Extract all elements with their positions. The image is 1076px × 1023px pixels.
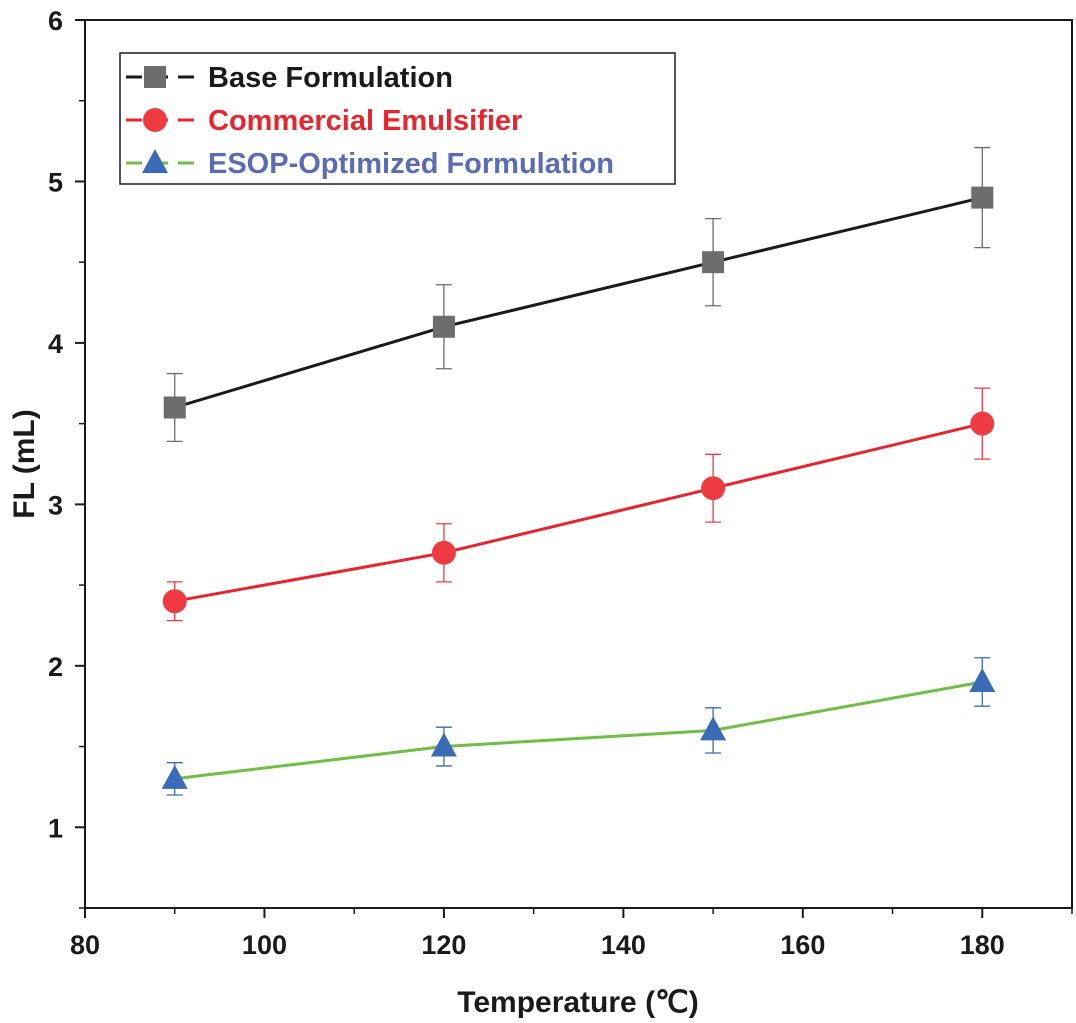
series-1 — [162, 387, 995, 622]
x-tick-label: 80 — [70, 930, 100, 960]
y-tick-label: 2 — [48, 652, 63, 682]
y-tick-label: 3 — [48, 490, 63, 520]
y-axis: 1 2 3 4 5 6 — [48, 6, 85, 909]
x-axis-title: Temperature (℃) — [457, 986, 699, 1019]
x-tick-label: 140 — [601, 930, 646, 960]
data-point — [700, 716, 727, 741]
y-axis-title: FL (mL) — [8, 409, 41, 518]
x-axis: 80 100 120 140 160 180 — [70, 908, 1073, 960]
series-line — [174, 422, 983, 603]
x-tick-label: 180 — [960, 930, 1005, 960]
legend-label: Commercial Emulsifier — [208, 105, 522, 137]
data-point — [970, 411, 995, 436]
y-tick-label: 4 — [48, 329, 63, 359]
data-point — [161, 764, 188, 789]
legend-marker — [142, 149, 168, 173]
data-point — [162, 589, 187, 614]
legend-marker — [144, 66, 166, 88]
x-tick-label: 160 — [780, 930, 825, 960]
legend-item: Base Formulation — [126, 62, 453, 94]
legend: Base Formulation Commercial Emulsifier ESO… — [119, 52, 676, 185]
data-point — [969, 667, 996, 692]
series-2 — [161, 657, 996, 796]
legend-box — [119, 52, 676, 185]
data-point — [431, 540, 456, 565]
data-point — [701, 476, 726, 501]
legend-label: Base Formulation — [208, 62, 453, 94]
legend-marker — [143, 108, 167, 132]
y-tick-label: 1 — [48, 813, 63, 843]
series-line — [174, 680, 983, 781]
series-0 — [163, 146, 994, 443]
legend-item: ESOP-Optimized Formulation — [126, 148, 614, 180]
plot-frame — [84, 19, 1073, 909]
data-point — [163, 396, 186, 419]
x-tick-label: 120 — [421, 930, 466, 960]
legend-item: Commercial Emulsifier — [126, 105, 522, 137]
y-tick-label: 5 — [48, 167, 63, 197]
series-layer — [161, 146, 996, 796]
data-point — [430, 732, 457, 757]
x-tick-label: 100 — [242, 930, 287, 960]
legend-label: ESOP-Optimized Formulation — [208, 148, 614, 180]
data-point — [971, 186, 994, 209]
data-point — [432, 315, 455, 338]
data-point — [702, 251, 725, 274]
y-tick-label: 6 — [48, 6, 63, 36]
series-line — [174, 196, 983, 409]
